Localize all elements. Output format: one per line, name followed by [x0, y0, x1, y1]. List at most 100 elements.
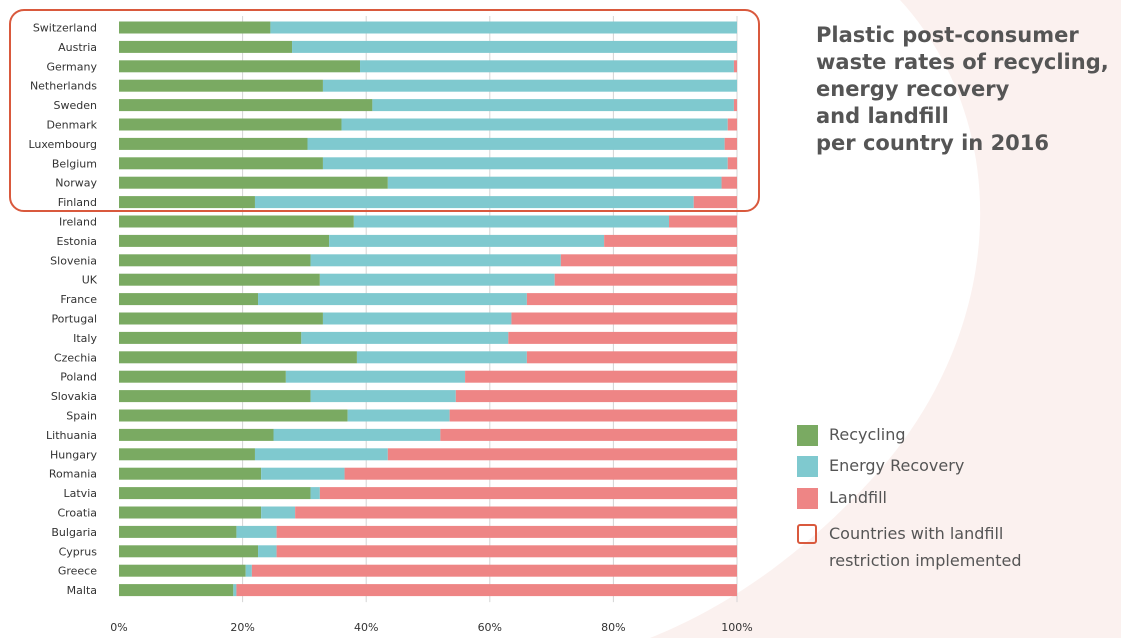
- country-label-hungary: Hungary: [50, 448, 97, 461]
- country-label-czechia: Czechia: [54, 351, 97, 364]
- bar-germany-energy-recovery: [360, 60, 734, 72]
- bar-norway-landfill: [722, 177, 737, 189]
- bar-hungary-recycling: [119, 448, 255, 460]
- bar-france-landfill: [527, 293, 737, 305]
- legend-label-restriction-line-1: Countries with landfill: [829, 524, 1003, 544]
- country-label-poland: Poland: [60, 371, 97, 384]
- country-label-croatia: Croatia: [57, 507, 97, 520]
- country-label-denmark: Denmark: [46, 119, 97, 132]
- x-axis-tick-labels: 0% 20% 40% 60% 80% 100%: [110, 621, 752, 634]
- country-label-italy: Italy: [73, 332, 97, 345]
- bar-denmark-recycling: [119, 119, 341, 131]
- country-label-luxembourg: Luxembourg: [28, 138, 97, 151]
- bar-switzerland-energy-recovery: [270, 22, 737, 34]
- country-label-france: France: [60, 293, 97, 306]
- country-label-bulgaria: Bulgaria: [51, 526, 97, 539]
- bar-malta-energy-recovery: [233, 584, 236, 596]
- bars: [119, 22, 737, 597]
- bar-romania-energy-recovery: [261, 468, 344, 480]
- country-label-sweden: Sweden: [54, 99, 97, 112]
- bar-romania-landfill: [345, 468, 737, 480]
- x-tick-100-pct: 100%: [721, 621, 752, 634]
- bar-czechia-recycling: [119, 351, 357, 363]
- chart-title: Plastic post-consumer waste rates of rec…: [816, 22, 1116, 157]
- legend-swatch-restriction-outline: [797, 524, 817, 544]
- bar-germany-landfill: [734, 60, 737, 72]
- bar-spain-recycling: [119, 410, 348, 422]
- bar-malta-recycling: [119, 584, 233, 596]
- bar-luxembourg-landfill: [725, 138, 737, 150]
- legend-label-landfill: Landfill: [829, 488, 887, 508]
- bar-netherlands-energy-recovery: [323, 80, 737, 92]
- country-label-cyprus: Cyprus: [59, 545, 98, 558]
- bar-ireland-landfill: [669, 216, 737, 228]
- bar-cyprus-recycling: [119, 545, 258, 557]
- country-label-spain: Spain: [66, 410, 97, 423]
- bar-italy-energy-recovery: [301, 332, 508, 344]
- bar-finland-energy-recovery: [255, 196, 694, 208]
- bar-greece-landfill: [252, 565, 737, 577]
- country-label-slovakia: Slovakia: [51, 390, 97, 403]
- country-label-netherlands: Netherlands: [30, 80, 97, 93]
- bar-poland-recycling: [119, 371, 286, 383]
- bar-denmark-landfill: [728, 119, 737, 131]
- bar-switzerland-recycling: [119, 22, 270, 34]
- x-tick-80-pct: 80%: [601, 621, 625, 634]
- bar-uk-recycling: [119, 274, 320, 286]
- country-label-germany: Germany: [46, 60, 97, 73]
- bar-bulgaria-recycling: [119, 526, 236, 538]
- country-label-latvia: Latvia: [64, 487, 98, 500]
- bar-denmark-energy-recovery: [341, 119, 727, 131]
- bar-belgium-landfill: [728, 157, 737, 169]
- country-label-switzerland: Switzerland: [33, 22, 97, 35]
- bar-cyprus-landfill: [277, 545, 737, 557]
- x-tick-40-pct: 40%: [354, 621, 378, 634]
- bar-slovenia-landfill: [561, 254, 737, 266]
- country-label-romania: Romania: [49, 468, 97, 481]
- x-tick-60-pct: 60%: [478, 621, 502, 634]
- bar-italy-landfill: [508, 332, 737, 344]
- country-label-norway: Norway: [55, 177, 97, 190]
- bar-italy-recycling: [119, 332, 301, 344]
- x-tick-20-pct: 20%: [230, 621, 254, 634]
- title-line-5: per country in 2016: [816, 130, 1116, 157]
- legend-swatch-recycling: [797, 425, 818, 446]
- bar-hungary-energy-recovery: [255, 448, 388, 460]
- bar-portugal-recycling: [119, 313, 323, 325]
- bar-netherlands-recycling: [119, 80, 323, 92]
- country-label-ireland: Ireland: [59, 216, 97, 229]
- bar-croatia-recycling: [119, 507, 261, 519]
- bar-germany-recycling: [119, 60, 360, 72]
- bar-france-recycling: [119, 293, 258, 305]
- bar-ireland-energy-recovery: [354, 216, 669, 228]
- country-label-lithuania: Lithuania: [46, 429, 97, 442]
- country-label-estonia: Estonia: [57, 235, 98, 248]
- bar-sweden-recycling: [119, 99, 372, 111]
- bar-bulgaria-energy-recovery: [236, 526, 276, 538]
- bar-cyprus-energy-recovery: [258, 545, 277, 557]
- bar-latvia-energy-recovery: [311, 487, 320, 499]
- bar-croatia-energy-recovery: [261, 507, 295, 519]
- bar-luxembourg-energy-recovery: [307, 138, 724, 150]
- bar-malta-landfill: [236, 584, 737, 596]
- bar-poland-landfill: [465, 371, 737, 383]
- bar-austria-recycling: [119, 41, 292, 53]
- country-label-slovenia: Slovenia: [50, 254, 97, 267]
- country-label-belgium: Belgium: [52, 157, 97, 170]
- bar-estonia-energy-recovery: [329, 235, 604, 247]
- legend-label-energy-recovery: Energy Recovery: [829, 456, 964, 476]
- bar-uk-landfill: [555, 274, 737, 286]
- bar-finland-landfill: [694, 196, 737, 208]
- title-line-1: Plastic post-consumer: [816, 22, 1116, 49]
- bar-luxembourg-recycling: [119, 138, 307, 150]
- bar-czechia-energy-recovery: [357, 351, 527, 363]
- bar-uk-energy-recovery: [320, 274, 555, 286]
- bar-latvia-landfill: [320, 487, 737, 499]
- bar-austria-energy-recovery: [292, 41, 737, 53]
- bar-lithuania-energy-recovery: [274, 429, 441, 441]
- bar-ireland-recycling: [119, 216, 354, 228]
- bar-romania-recycling: [119, 468, 261, 480]
- bar-poland-energy-recovery: [286, 371, 465, 383]
- legend-label-restriction-line-2: restriction implemented: [829, 551, 1022, 571]
- bar-norway-recycling: [119, 177, 388, 189]
